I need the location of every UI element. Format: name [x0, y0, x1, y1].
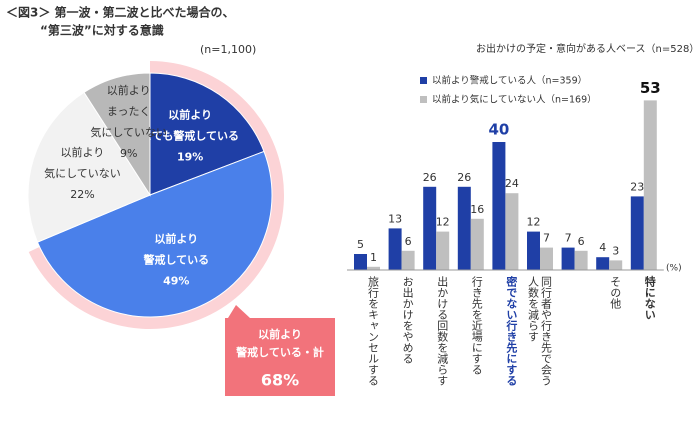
slice-label: まったく [107, 105, 151, 118]
bar-value-label: 26 [423, 171, 437, 184]
pie-slice [149, 72, 265, 196]
category-label: お出かけをやめる [401, 276, 414, 364]
bar-value-label: 5 [357, 238, 364, 251]
slice-label: 警戒している [142, 253, 209, 267]
bar [354, 254, 367, 270]
bar-value-label: 12 [436, 216, 450, 229]
category-label: 特にない [643, 275, 656, 320]
category-label: その他 [609, 276, 622, 309]
legend-swatch [420, 77, 427, 84]
slice-label: 気にしていない [90, 125, 167, 139]
slice-value-label: 19% [177, 151, 203, 164]
sample-note: (n=1,100) [200, 43, 256, 56]
sample-note: お出かけの予定・意向がある人ベース（n=528） [476, 42, 699, 55]
slice-value-label: 49% [163, 275, 189, 288]
pie-slice [83, 72, 151, 197]
pie-slice [36, 150, 273, 318]
bar-value-label: 1 [370, 251, 377, 264]
bar [527, 231, 540, 270]
legend-swatch [420, 96, 427, 103]
callout-text: 警戒している・計 [235, 345, 324, 359]
slice-value-label: 9% [120, 147, 137, 160]
category-label: 密でない行き先にする [505, 275, 519, 387]
bar [574, 250, 588, 270]
bar [401, 250, 415, 270]
bar [423, 186, 437, 270]
bar-value-label: 26 [457, 171, 471, 184]
callout-box [225, 305, 335, 396]
bar-value-label: 6 [405, 235, 412, 248]
bar-value-label: 16 [470, 203, 484, 216]
legend-label: 以前より警戒している人（n=359） [432, 75, 587, 87]
category-label: 旅行をキャンセルする [367, 275, 380, 386]
category-label: 出かける回数を減らす [436, 275, 449, 386]
bar-value-label: 7 [543, 232, 550, 245]
bar [367, 266, 380, 270]
bar-value-label: 24 [505, 177, 519, 190]
bar [561, 247, 575, 270]
bar [540, 247, 553, 270]
bar [643, 100, 657, 271]
category-label: 行き先を近場にする [470, 276, 483, 375]
legend-label: 以前より気にしていない人（n=169） [432, 94, 597, 106]
bar [388, 228, 402, 270]
bar-value-label: 53 [640, 79, 661, 97]
bar [492, 142, 506, 270]
bar-value-label: 3 [612, 244, 619, 257]
bar [596, 257, 610, 270]
bar-value-label: 7 [565, 232, 572, 245]
bar-value-label: 40 [488, 121, 509, 139]
bar-value-label: 6 [578, 235, 585, 248]
chart-title: “第三波”に対する意識 [40, 23, 164, 38]
bar-value-label: 23 [630, 180, 644, 193]
bar [470, 218, 484, 270]
bar-value-label: 13 [388, 212, 402, 225]
pie-slice [27, 91, 151, 243]
callout-value: 68% [261, 371, 299, 390]
slice-label: とても警戒している [141, 129, 239, 143]
bar [609, 260, 623, 270]
slice-label: 以前より [61, 145, 105, 159]
slice-label: 以前より [168, 108, 212, 122]
bar-value-label: 12 [527, 216, 541, 229]
bar [436, 231, 450, 270]
bar [505, 193, 519, 270]
callout-text: 以前より [258, 327, 302, 341]
category-label: 人数を減らす [527, 276, 540, 342]
bar [630, 196, 644, 270]
slice-value-label: 22% [70, 188, 94, 201]
unit-label: (%) [666, 264, 682, 274]
chart-title: ＜図3＞ 第一波・第二波と比べた場合の、 [6, 5, 235, 20]
slice-label: 以前より [154, 232, 198, 246]
slice-label: 以前より [107, 83, 151, 97]
slice-label: 気にしていない [44, 166, 121, 180]
category-label: 同行者や行き先で会う [540, 276, 553, 386]
bar [457, 186, 471, 270]
bar-value-label: 4 [599, 241, 606, 254]
